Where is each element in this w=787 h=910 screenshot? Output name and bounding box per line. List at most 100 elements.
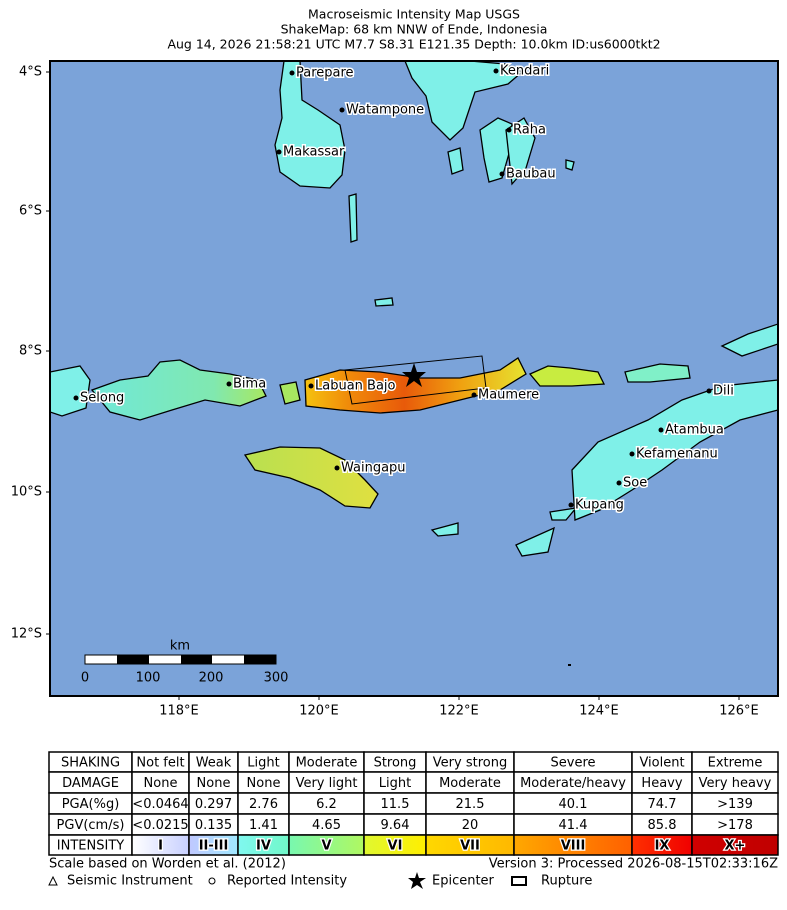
city-label: Labuan Bajo (315, 379, 396, 394)
timor (571, 379, 778, 521)
sumbawa (90, 359, 267, 421)
lat-label: 6°S (19, 204, 42, 219)
rote (549, 507, 578, 521)
table-text: 85.8 (648, 818, 677, 833)
legend-label: Rupture (541, 874, 592, 889)
lat-label: 12°S (11, 627, 42, 642)
shaking-cell: Not felt (136, 756, 184, 771)
city-label: Bima (233, 377, 266, 392)
city-label: Kupang (575, 498, 624, 513)
shaking-cell: Strong (374, 756, 417, 771)
table-text: 1.41 (249, 818, 278, 833)
city-label: Baubau (506, 167, 556, 182)
sawu (430, 522, 459, 537)
table-text: II-III (199, 839, 229, 854)
table-text: Very light (296, 776, 358, 791)
city-label: Kendari (500, 64, 549, 79)
city-dot (471, 392, 477, 398)
rupture-outline (344, 355, 487, 405)
city-label: Kefamenanu (636, 447, 718, 462)
city-dot (658, 427, 664, 433)
city-dot (308, 383, 314, 389)
muna (479, 117, 513, 183)
table-text: Moderate/heavy (520, 776, 626, 791)
map-frame (49, 60, 779, 697)
lat-label: 8°S (19, 344, 42, 359)
lon-label: 126°E (719, 704, 759, 719)
instrument-icon (48, 875, 58, 886)
city-dot (568, 502, 574, 508)
scale-tick-label: 0 (81, 671, 89, 686)
city-label: Maumere (478, 388, 539, 403)
legend-label: Reported Intensity (227, 874, 347, 889)
city-label: Watampone (346, 103, 424, 118)
shaking-cell: SHAKING (61, 756, 120, 771)
lon-label: 118°E (159, 704, 199, 719)
kabaena (447, 147, 464, 175)
scale-tick-label: 200 (199, 671, 224, 686)
lon-label: 120°E (299, 704, 339, 719)
table-text: 41.4 (559, 818, 588, 833)
title-line: Macroseismic Intensity Map USGS (308, 7, 520, 22)
sumba (243, 446, 379, 509)
table-text: 20 (462, 818, 479, 833)
lat-label: 4°S (19, 65, 42, 80)
table-text: INTENSITY (57, 839, 124, 854)
reported-icon (208, 877, 216, 885)
legend-label: Seismic Instrument (67, 874, 193, 889)
table-text: V (321, 839, 331, 854)
shaking-cell: Violent (639, 756, 684, 771)
table-text: 4.65 (312, 818, 341, 833)
title-line: ShakeMap: 68 km NNW of Ende, Indonesia (281, 22, 548, 37)
scale-note: Scale based on Worden et al. (2012) (49, 857, 286, 872)
table-text: >178 (717, 818, 753, 833)
table-text: <0.0464 (132, 797, 188, 812)
table-cell (691, 834, 779, 856)
scale-bar-segment (244, 655, 276, 664)
intensity-table: SHAKING Not felt Weak Light Moderate Strong Ve… (48, 751, 779, 856)
table-text: Heavy (641, 776, 682, 791)
shaking-cell: Severe (551, 756, 596, 771)
table-text: 74.7 (648, 797, 677, 812)
table-text: None (197, 776, 231, 791)
scale-tick-label: 100 (136, 671, 161, 686)
buton (505, 117, 536, 186)
rupture-icon (511, 876, 527, 886)
title-line: Aug 14, 2026 21:58:21 UTC M7.7 S8.31 E12… (167, 37, 660, 52)
city-dot (616, 480, 622, 486)
table-text: <0.0215 (132, 818, 188, 833)
city-dot (499, 171, 505, 177)
ndao (515, 526, 555, 557)
scale-tick-label: 300 (264, 671, 289, 686)
city-label: Atambua (665, 423, 724, 438)
table-text: IV (256, 839, 271, 854)
map (49, 60, 779, 697)
lombok (50, 365, 91, 417)
table-text: IX (655, 839, 670, 854)
city-dot (493, 68, 499, 74)
table-text: 2.76 (249, 797, 278, 812)
scale-bar (84, 654, 277, 665)
table-text: DAMAGE (62, 776, 119, 791)
table-text: None (247, 776, 281, 791)
table-text: I (158, 839, 163, 854)
table-text: Very heavy (699, 776, 772, 791)
table-text: PGA(%g) (62, 797, 120, 812)
lon-label: 124°E (579, 704, 619, 719)
shaking-cell: Light (247, 756, 279, 771)
table-text: 40.1 (559, 797, 588, 812)
table-text: 9.64 (381, 818, 410, 833)
bonerate (374, 297, 394, 307)
city-label: Makassar (283, 145, 345, 160)
wakatobi (565, 159, 575, 171)
city-dot (226, 381, 232, 387)
table-text: 0.297 (195, 797, 232, 812)
table-text: None (144, 776, 178, 791)
lat-label: 10°S (11, 485, 42, 500)
version: Version 3: Processed 2026-08-15T02:33:16… (489, 857, 778, 872)
scale-bar-segment (181, 655, 212, 664)
city-label: Waingapu (341, 461, 406, 476)
table-text: >139 (717, 797, 753, 812)
sulawesi-sw-arm (274, 61, 346, 189)
